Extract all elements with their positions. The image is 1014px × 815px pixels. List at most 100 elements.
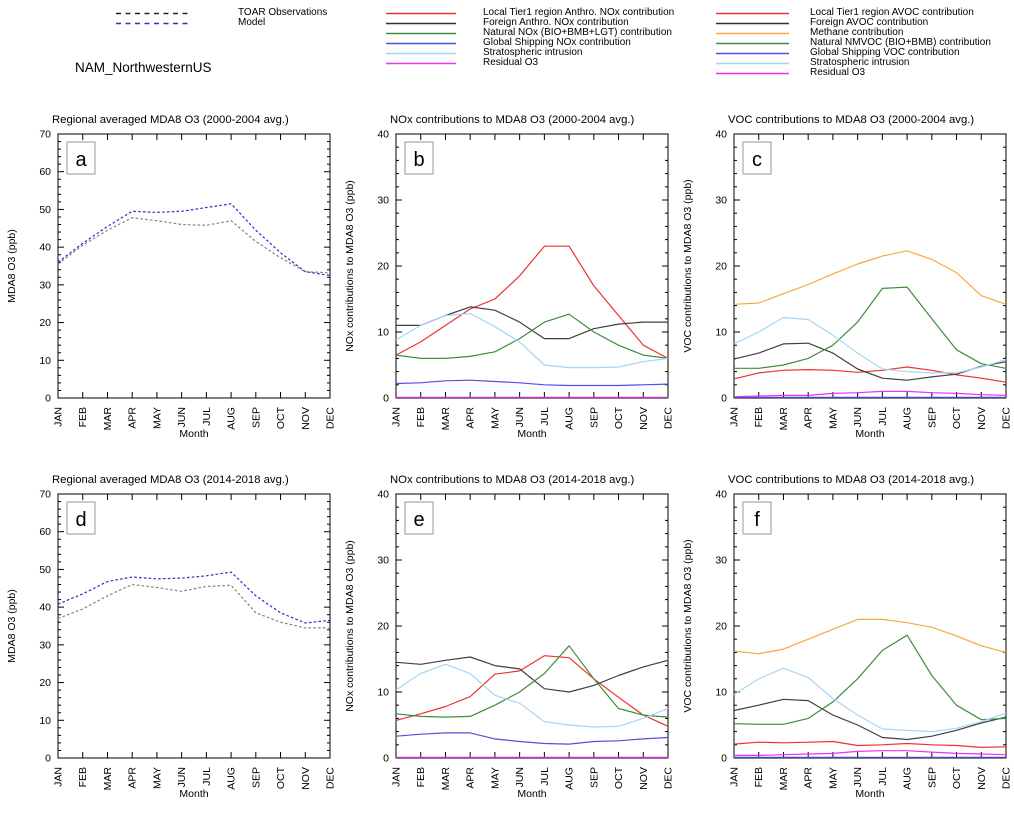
svg-text:0: 0: [45, 753, 51, 765]
x-tick-labels: JAN FEB MAR APR MAY JUN JUL AUG SEP OCT NOV DEC: [729, 766, 1013, 790]
series-line: [57, 583, 330, 629]
plot-frame: [395, 493, 669, 759]
svg-text:40: 40: [39, 602, 51, 614]
x-ticks: [395, 494, 669, 758]
legend-item: Methane contribution: [715, 28, 991, 38]
legend-line-swatch: [386, 52, 456, 55]
month-label: DEC: [325, 767, 337, 790]
svg-text:50: 50: [39, 204, 51, 216]
nox-legend: Local Tier1 region Anthro. NOx contribut…: [385, 8, 674, 68]
month-label: DEC: [663, 407, 675, 430]
svg-text:60: 60: [39, 166, 51, 178]
legend-item: TOAR Observations: [115, 8, 327, 18]
plot-frame: [733, 493, 1007, 759]
svg-text:0: 0: [721, 753, 727, 765]
panel-letter: f: [754, 509, 760, 531]
svg-text:20: 20: [39, 677, 51, 689]
month-label: OCT: [951, 406, 963, 429]
month-label: AUG: [226, 407, 238, 430]
panel-letter: e: [413, 509, 424, 531]
legend-item-label: Methane contribution: [810, 27, 904, 38]
month-label: JAN: [391, 767, 403, 787]
y-ticks: [734, 133, 1006, 399]
y-tick-labels: 0 10 20 30 40: [715, 129, 727, 405]
x-axis-label: Month: [855, 788, 884, 800]
panel-title: Regional averaged MDA8 O3 (2014-2018 avg…: [52, 474, 289, 486]
legend-item: Foreign AVOC contribution: [715, 18, 991, 28]
x-axis-label: Month: [855, 428, 884, 440]
y-axis-label: NOx contributions to MDA8 O3 (ppb): [344, 540, 356, 712]
series-line: [396, 306, 668, 340]
series-line: [733, 390, 1007, 398]
x-axis-label: Month: [517, 788, 546, 800]
month-label: FEB: [415, 407, 427, 427]
legend-item: Stratospheric intrusion: [385, 48, 674, 58]
panel-c: VOC contributions to MDA8 O3 (2000-2004 …: [682, 114, 1013, 440]
y-tick-labels: 0 10 20 30 40: [715, 489, 727, 765]
y-ticks: [396, 493, 668, 759]
x-ticks: [733, 134, 1007, 398]
month-label: MAR: [102, 767, 114, 791]
month-label: JAN: [391, 407, 403, 427]
voc-legend: Local Tier1 region AVOC contribution Fore…: [715, 8, 991, 78]
svg-text:50: 50: [39, 564, 51, 576]
month-label: DEC: [325, 407, 337, 430]
month-label: FEB: [753, 407, 765, 427]
svg-text:0: 0: [721, 393, 727, 405]
x-tick-labels: JAN FEB MAR APR MAY JUN JUL AUG SEP OCT NOV DEC: [53, 406, 337, 430]
month-label: OCT: [275, 406, 287, 429]
legend-item: Global Shipping VOC contribution: [715, 48, 991, 58]
month-label: JUN: [176, 407, 188, 427]
svg-text:30: 30: [377, 555, 389, 567]
month-label: AUG: [564, 767, 576, 790]
month-label: OCT: [613, 766, 625, 789]
legend-item: Stratospheric intrusion: [715, 58, 991, 68]
month-label: MAY: [827, 407, 839, 429]
series-line: [57, 217, 331, 274]
svg-text:70: 70: [39, 129, 51, 141]
svg-text:30: 30: [715, 555, 727, 567]
month-label: MAR: [440, 407, 452, 431]
y-ticks: [734, 493, 1006, 759]
y-axis-label: MDA8 O3 (ppb): [6, 589, 18, 663]
x-tick-labels: JAN FEB MAR APR MAY JUN JUL AUG SEP OCT NOV DEC: [391, 766, 675, 790]
panel-d: Regional averaged MDA8 O3 (2014-2018 avg…: [6, 474, 337, 800]
panel-letter-box: [404, 501, 434, 535]
legend-item-label: Residual O3: [483, 57, 539, 68]
series-line: [733, 667, 1007, 733]
month-label: MAR: [778, 407, 790, 431]
month-label: SEP: [588, 407, 600, 428]
month-label: JUL: [877, 767, 889, 786]
svg-text:30: 30: [377, 195, 389, 207]
legend-line-swatch: [716, 72, 789, 75]
svg-text:40: 40: [39, 242, 51, 254]
legend-line-swatch: [716, 62, 789, 65]
legend-item-label: Global Shipping VOC contribution: [810, 47, 960, 58]
month-label: MAR: [440, 767, 452, 791]
legend-item-label: Local Tier1 region AVOC contribution: [810, 7, 974, 18]
panel-title: Regional averaged MDA8 O3 (2000-2004 avg…: [52, 114, 289, 126]
month-label: MAY: [151, 767, 163, 789]
month-label: JAN: [53, 407, 65, 427]
legend-line-swatch: [386, 22, 456, 25]
y-axis-label: MDA8 O3 (ppb): [6, 229, 18, 303]
series-line: [733, 634, 1007, 725]
panel-title: NOx contributions to MDA8 O3 (2000-2004 …: [390, 114, 634, 126]
svg-text:40: 40: [377, 129, 389, 141]
month-label: JUL: [539, 407, 551, 426]
month-label: JAN: [729, 767, 741, 787]
legend-item-label: Natural NMVOC (BIO+BMB) contribution: [810, 37, 991, 48]
month-label: JUN: [514, 407, 526, 427]
legend-line-swatch: [116, 12, 189, 15]
month-label: APR: [127, 407, 139, 429]
month-label: NOV: [638, 767, 650, 790]
y-tick-labels: 0 10 20 30 40 50 60 70: [39, 489, 51, 765]
month-label: JUN: [176, 767, 188, 787]
svg-text:10: 10: [39, 715, 51, 727]
legend-line-swatch: [716, 22, 789, 25]
month-label: MAY: [489, 407, 501, 429]
series-line: [395, 663, 669, 728]
month-label: MAR: [102, 407, 114, 431]
series-line: [395, 379, 669, 387]
